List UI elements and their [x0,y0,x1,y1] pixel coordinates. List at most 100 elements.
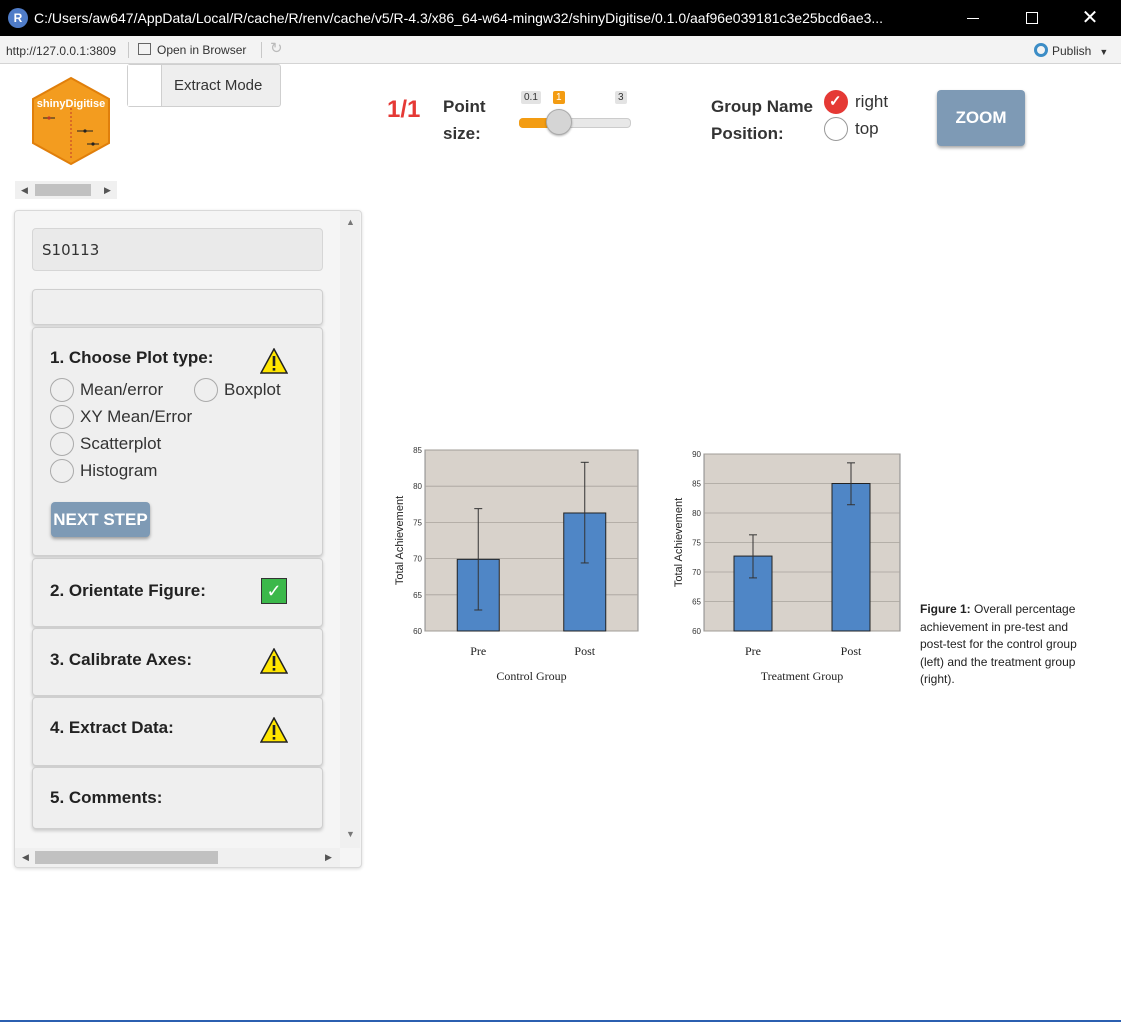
y-tick-label: 70 [692,568,701,577]
x-tick-label: Post [574,644,595,658]
y-axis-label: Total Achievement [673,498,685,587]
warning-icon [260,348,288,374]
publish-icon [1034,43,1048,57]
group-name-label-line1: Group Name [711,97,814,116]
radio-unchecked-icon [50,405,74,429]
y-tick-label: 65 [413,591,422,600]
y-tick-label: 90 [692,450,701,459]
plot-type-label: Scatterplot [80,434,162,453]
y-tick-label: 60 [692,627,701,636]
horizontal-scrollbar[interactable]: ◀ ▶ [15,848,340,867]
slider-value-label: 1 [553,91,565,104]
toggle-switch[interactable] [128,65,162,106]
step4-title: 4. Extract Data: [50,718,174,737]
x-axis-label: Control Group [496,669,566,683]
publish-button[interactable]: Publish ▼ [1034,43,1108,58]
slider-handle[interactable] [546,109,572,135]
slider-fill [519,118,559,128]
point-size-label: Point size: [443,93,503,147]
slider-min-label: 0.1 [521,91,541,104]
scrollbar-thumb[interactable] [35,851,218,864]
radio-unchecked-icon [50,459,74,483]
zoom-button[interactable]: ZOOM [937,90,1025,146]
viewer-toolbar: http://127.0.0.1:3809 Open in Browser ↻ … [0,36,1121,64]
caption-label: Figure 1: [920,602,971,616]
chevron-down-icon: ▼ [1099,47,1109,57]
open-in-browser-button[interactable]: Open in Browser [138,43,246,57]
sidebar-panel: S10113 1. Choose Plot type: Mean/error B… [14,210,362,868]
extract-mode-toggle[interactable]: Extract Mode [127,64,281,107]
x-tick-label: Pre [470,644,486,658]
step-extract-data[interactable]: 4. Extract Data: [32,697,323,766]
slider-max-label: 3 [615,91,627,104]
window-titlebar: R C:/Users/aw647/AppData/Local/R/cache/R… [0,0,1121,36]
group-position-top-label: top [855,119,879,138]
y-tick-label: 70 [413,555,422,564]
y-axis-label: Total Achievement [394,496,406,585]
point-size-slider[interactable]: 0.1 1 3 [519,88,631,138]
group-position-top-radio[interactable]: top [824,117,904,141]
step-choose-plot-type: 1. Choose Plot type: Mean/error Boxplot … [32,327,323,556]
y-tick-label: 75 [692,539,701,548]
step1-title: 1. Choose Plot type: [50,348,214,367]
figure-image[interactable]: 60 65 70 75 80 85 Pre Post Control Group Total Ac… [390,440,1090,700]
radio-checked-icon: ✓ [824,90,848,114]
next-step-button[interactable]: NEXT STEP [51,502,150,537]
toolbar-divider [128,42,129,58]
y-tick-label: 65 [692,598,701,607]
treatment-group-chart: 60 65 70 75 80 85 90 Pre Post Treatment Group Tota… [673,450,901,683]
warning-icon [260,717,288,743]
step-orientate-figure[interactable]: 2. Orientate Figure: ✓ [32,558,323,627]
y-tick-label: 85 [413,446,422,455]
minimize-icon[interactable] [958,6,988,30]
open-in-browser-label: Open in Browser [157,43,247,57]
scroll-left-icon[interactable]: ◀ [21,185,28,195]
checkmark-icon: ✓ [261,578,287,604]
refresh-icon[interactable]: ↻ [270,40,283,57]
scroll-up-icon[interactable]: ▲ [346,217,355,227]
step5-title: 5. Comments: [50,788,163,807]
scroll-down-icon[interactable]: ▼ [346,829,355,839]
group-name-position-label: Group Name Position: [711,93,826,147]
y-tick-label: 60 [413,627,422,636]
close-icon[interactable]: ✕ [1081,7,1099,29]
plot-type-label: Boxplot [224,380,281,399]
group-name-label-line2: Position: [711,124,784,143]
window-title: C:/Users/aw647/AppData/Local/R/cache/R/r… [34,10,884,26]
radio-unchecked-icon [824,117,848,141]
plot-type-label: XY Mean/Error [80,407,193,426]
figure-caption: Figure 1: Overall percentage achievement… [920,601,1090,689]
radio-unchecked-icon [50,432,74,456]
scroll-right-icon[interactable]: ▶ [104,185,111,195]
empty-panel [32,289,323,325]
x-axis-label: Treatment Group [761,669,844,683]
step-calibrate-axes[interactable]: 3. Calibrate Axes: [32,628,323,696]
scroll-right-icon[interactable]: ▶ [325,852,332,862]
radio-unchecked-icon [50,378,74,402]
y-tick-label: 80 [692,509,701,518]
window-border [0,1020,1121,1022]
figure-counter: 1/1 [387,96,421,123]
horizontal-scrollbar[interactable]: ◀ ▶ [15,181,117,199]
shinydigitise-logo: shinyDigitise [31,76,111,166]
vertical-scrollbar[interactable]: ▲ ▼ [340,211,360,848]
y-tick-label: 75 [413,518,422,527]
caption-text: Overall percentage achievement in pre-te… [920,602,1077,686]
open-in-browser-icon [138,43,151,55]
study-id-text: S10113 [42,241,100,259]
bar [831,483,871,632]
step-comments[interactable]: 5. Comments: [32,767,323,829]
control-group-chart: 60 65 70 75 80 85 Pre Post Control Group Total Ac… [394,446,639,683]
scroll-left-icon[interactable]: ◀ [22,852,29,862]
scrollbar-thumb[interactable] [35,184,91,196]
point-size-label-line2: size: [443,124,481,143]
x-tick-label: Pre [745,644,761,658]
point-size-label-line1: Point [443,97,486,116]
plot-type-label: Mean/error [80,380,164,399]
step3-title: 3. Calibrate Axes: [50,650,193,669]
plot-type-label: Histogram [80,461,158,480]
study-id-field[interactable]: S10113 [32,228,323,271]
maximize-icon[interactable] [1016,6,1046,30]
group-position-right-label: right [855,92,889,111]
group-position-right-radio[interactable]: ✓ right [824,90,904,114]
